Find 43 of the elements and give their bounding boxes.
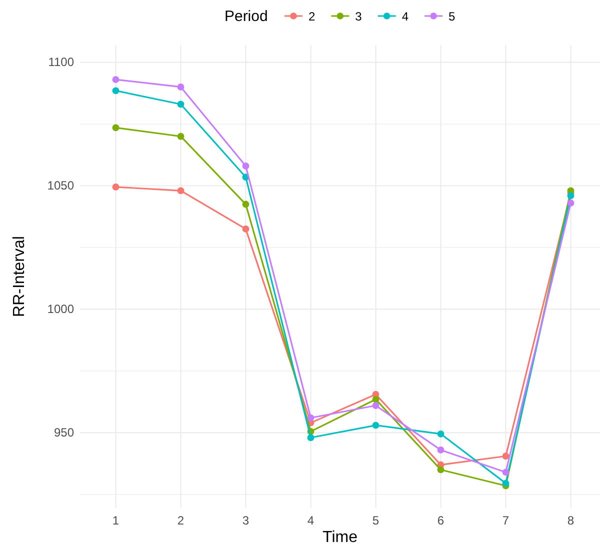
point <box>372 422 380 429</box>
x-axis-title: Time <box>322 529 358 546</box>
point <box>307 414 314 422</box>
point <box>437 466 444 474</box>
x-tick-label: 2 <box>177 514 184 528</box>
point <box>307 434 314 442</box>
x-tick-label: 6 <box>437 514 444 528</box>
point <box>567 200 574 207</box>
x-tick-label: 4 <box>307 514 314 528</box>
x-tick-label: 8 <box>567 514 574 528</box>
y-tick-label: 1100 <box>48 55 74 70</box>
point <box>567 192 574 200</box>
point <box>502 468 510 476</box>
y-tick-label: 1000 <box>47 302 74 316</box>
point <box>177 187 184 194</box>
legend-label: 5 <box>448 10 456 24</box>
point <box>242 200 250 208</box>
point <box>177 84 184 90</box>
point <box>177 100 184 108</box>
point <box>437 430 444 438</box>
point <box>502 452 510 460</box>
point <box>112 87 120 94</box>
legend-label: 3 <box>355 10 362 24</box>
legend-label: 4 <box>402 10 409 24</box>
x-tick-label: 3 <box>242 514 250 528</box>
y-tick-label: 1050 <box>47 178 74 193</box>
point <box>112 184 120 190</box>
point <box>112 124 120 132</box>
legend-title: Period <box>224 8 268 25</box>
point <box>177 132 184 140</box>
point <box>372 402 380 409</box>
legend-label: 2 <box>308 10 316 24</box>
y-tick-label: 950 <box>54 426 74 440</box>
point <box>372 396 380 403</box>
x-tick-label: 5 <box>372 514 380 528</box>
x-tick-label: 7 <box>502 514 510 528</box>
point <box>502 480 510 487</box>
point <box>242 162 250 170</box>
y-axis-title: RR-Interval <box>11 236 28 317</box>
point <box>437 446 444 454</box>
point <box>242 225 250 232</box>
point <box>112 76 120 84</box>
x-tick-label: 1 <box>112 514 120 528</box>
